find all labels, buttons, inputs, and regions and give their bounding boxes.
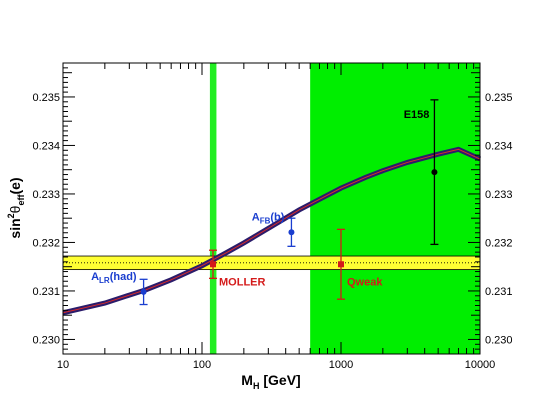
y-axis-title-post: (e) bbox=[7, 177, 23, 194]
marker-e158 bbox=[431, 169, 438, 176]
label-main-alr: A bbox=[91, 271, 99, 283]
y-tick-label-left-0: 0.230 bbox=[32, 334, 60, 346]
label-post-afb: (b) bbox=[270, 211, 284, 223]
y-tick-label-right-4: 0.234 bbox=[485, 140, 513, 152]
marker-moller bbox=[210, 261, 217, 268]
y-tick-label-right-0: 0.230 bbox=[485, 334, 513, 346]
label-main-afb: A bbox=[252, 211, 260, 223]
y-tick-label-left-1: 0.231 bbox=[32, 286, 60, 298]
marker-alr bbox=[140, 288, 147, 295]
x-tick-label-2: 1000 bbox=[329, 359, 353, 371]
x-axis-title-main: M bbox=[241, 372, 253, 388]
label-afb: AFB(b) bbox=[252, 211, 285, 225]
y-tick-label-right-2: 0.232 bbox=[485, 237, 513, 249]
prediction-center-line bbox=[62, 148, 481, 314]
y-axis-title-sup: 2 bbox=[6, 213, 16, 218]
label-post-alr: (had) bbox=[110, 271, 137, 283]
label-main-e158: E158 bbox=[404, 109, 430, 121]
label-qweak: Qweak bbox=[347, 276, 383, 288]
curve-layer bbox=[62, 146, 482, 316]
label-sub-alr: LR bbox=[99, 276, 110, 285]
marker-afb bbox=[288, 229, 295, 236]
vertical-band-0 bbox=[209, 63, 217, 354]
label-e158: E158 bbox=[404, 109, 430, 121]
x-axis-title-sub: H bbox=[253, 381, 260, 391]
data-point-alr: ALR(had) bbox=[91, 271, 148, 306]
x-tick-label-1: 100 bbox=[193, 359, 211, 371]
vertical-band-1 bbox=[310, 63, 480, 354]
data-point-e158: E158 bbox=[404, 99, 439, 246]
label-main-qweak: Qweak bbox=[347, 276, 383, 288]
y-tick-label-left-3: 0.233 bbox=[32, 189, 60, 201]
axes-layer: 10 100 1000 10000 0.230 0.230 0.231 0.231 0.232 0… bbox=[32, 62, 513, 371]
y-axis-title-theta: θ bbox=[7, 205, 23, 213]
x-tick-label-0: 10 bbox=[57, 359, 69, 371]
y-tick-label-left-4: 0.234 bbox=[32, 140, 60, 152]
x-tick-label-3: 10000 bbox=[465, 359, 496, 371]
x-axis-title-unit: [GeV] bbox=[259, 372, 300, 388]
label-main-moller: MOLLER bbox=[219, 276, 265, 288]
y-axis-title-pre: sin bbox=[7, 218, 23, 238]
x-axis-title: MH [GeV] bbox=[241, 372, 300, 391]
bands-layer bbox=[62, 63, 481, 354]
marker-qweak bbox=[338, 261, 344, 268]
label-moller: MOLLER bbox=[219, 276, 265, 288]
data-point-moller: MOLLER bbox=[209, 249, 266, 288]
data-point-afb: AFB(b) bbox=[252, 211, 296, 247]
y-tick-label-right-5: 0.235 bbox=[485, 92, 513, 104]
y-tick-label-left-2: 0.232 bbox=[32, 237, 60, 249]
y-tick-label-right-1: 0.231 bbox=[485, 286, 513, 298]
y-axis-title-sub: eff bbox=[16, 194, 26, 206]
y-tick-label-right-3: 0.233 bbox=[485, 189, 513, 201]
y-tick-label-left-5: 0.235 bbox=[32, 92, 60, 104]
label-alr: ALR(had) bbox=[91, 271, 137, 285]
data-point-qweak: Qweak bbox=[337, 228, 383, 300]
label-sub-afb: FB bbox=[260, 216, 271, 225]
y-axis-title: sin2θeff(e) bbox=[6, 177, 26, 238]
